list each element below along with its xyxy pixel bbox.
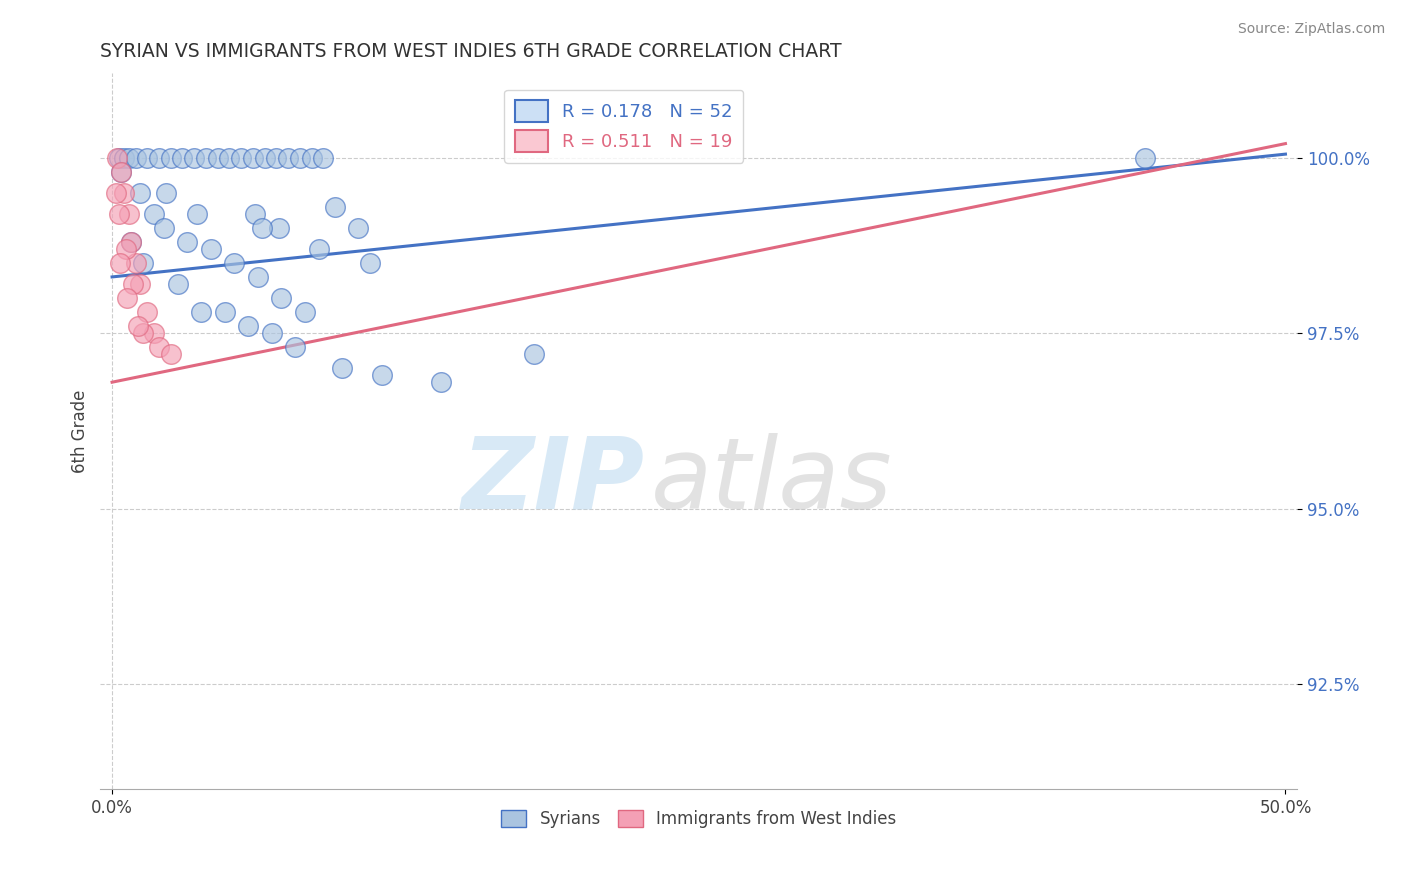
Point bbox=[190, 305, 212, 319]
Point bbox=[120, 235, 142, 249]
Point bbox=[159, 347, 181, 361]
Point bbox=[231, 151, 253, 165]
Point bbox=[246, 269, 269, 284]
Point bbox=[148, 340, 170, 354]
Point bbox=[127, 319, 149, 334]
Point bbox=[166, 277, 188, 291]
Point bbox=[143, 326, 166, 340]
Text: atlas: atlas bbox=[651, 433, 893, 530]
Point bbox=[112, 186, 135, 200]
Point bbox=[284, 340, 307, 354]
Point bbox=[108, 207, 131, 221]
Point bbox=[330, 361, 353, 376]
Point bbox=[245, 207, 267, 221]
Point bbox=[270, 291, 292, 305]
Point bbox=[104, 186, 127, 200]
Point bbox=[347, 220, 370, 235]
Point bbox=[1133, 151, 1156, 165]
Point bbox=[238, 319, 260, 334]
Legend: Syrians, Immigrants from West Indies: Syrians, Immigrants from West Indies bbox=[495, 803, 903, 835]
Point bbox=[110, 164, 132, 178]
Point bbox=[371, 368, 394, 383]
Point bbox=[110, 164, 132, 178]
Point bbox=[110, 256, 132, 270]
Point bbox=[131, 326, 153, 340]
Text: Source: ZipAtlas.com: Source: ZipAtlas.com bbox=[1237, 22, 1385, 37]
Point bbox=[301, 151, 323, 165]
Point bbox=[172, 151, 194, 165]
Point bbox=[252, 220, 274, 235]
Point bbox=[148, 151, 170, 165]
Point bbox=[312, 151, 335, 165]
Point bbox=[194, 151, 217, 165]
Point bbox=[218, 151, 240, 165]
Point bbox=[136, 305, 159, 319]
Point bbox=[183, 151, 205, 165]
Point bbox=[159, 151, 181, 165]
Point bbox=[294, 305, 316, 319]
Point bbox=[124, 151, 146, 165]
Point bbox=[112, 151, 135, 165]
Point bbox=[308, 242, 330, 256]
Point bbox=[105, 151, 128, 165]
Point bbox=[117, 291, 139, 305]
Point bbox=[131, 256, 153, 270]
Point bbox=[155, 186, 177, 200]
Point bbox=[117, 207, 139, 221]
Point bbox=[288, 151, 311, 165]
Point bbox=[253, 151, 276, 165]
Point bbox=[523, 347, 546, 361]
Point bbox=[207, 151, 229, 165]
Point bbox=[186, 207, 208, 221]
Point bbox=[122, 277, 145, 291]
Text: ZIP: ZIP bbox=[463, 433, 645, 530]
Point bbox=[152, 220, 174, 235]
Point bbox=[124, 256, 146, 270]
Point bbox=[200, 242, 222, 256]
Point bbox=[136, 151, 159, 165]
Y-axis label: 6th Grade: 6th Grade bbox=[72, 390, 89, 473]
Point bbox=[266, 151, 288, 165]
Point bbox=[359, 256, 381, 270]
Point bbox=[277, 151, 299, 165]
Point bbox=[242, 151, 264, 165]
Point bbox=[224, 256, 246, 270]
Point bbox=[115, 242, 138, 256]
Point bbox=[143, 207, 166, 221]
Point bbox=[108, 151, 131, 165]
Point bbox=[260, 326, 283, 340]
Point bbox=[129, 186, 152, 200]
Point bbox=[214, 305, 236, 319]
Point bbox=[267, 220, 290, 235]
Point bbox=[117, 151, 139, 165]
Point bbox=[323, 200, 346, 214]
Point bbox=[129, 277, 152, 291]
Point bbox=[176, 235, 198, 249]
Point bbox=[120, 235, 142, 249]
Text: SYRIAN VS IMMIGRANTS FROM WEST INDIES 6TH GRADE CORRELATION CHART: SYRIAN VS IMMIGRANTS FROM WEST INDIES 6T… bbox=[100, 42, 842, 61]
Point bbox=[429, 375, 451, 389]
